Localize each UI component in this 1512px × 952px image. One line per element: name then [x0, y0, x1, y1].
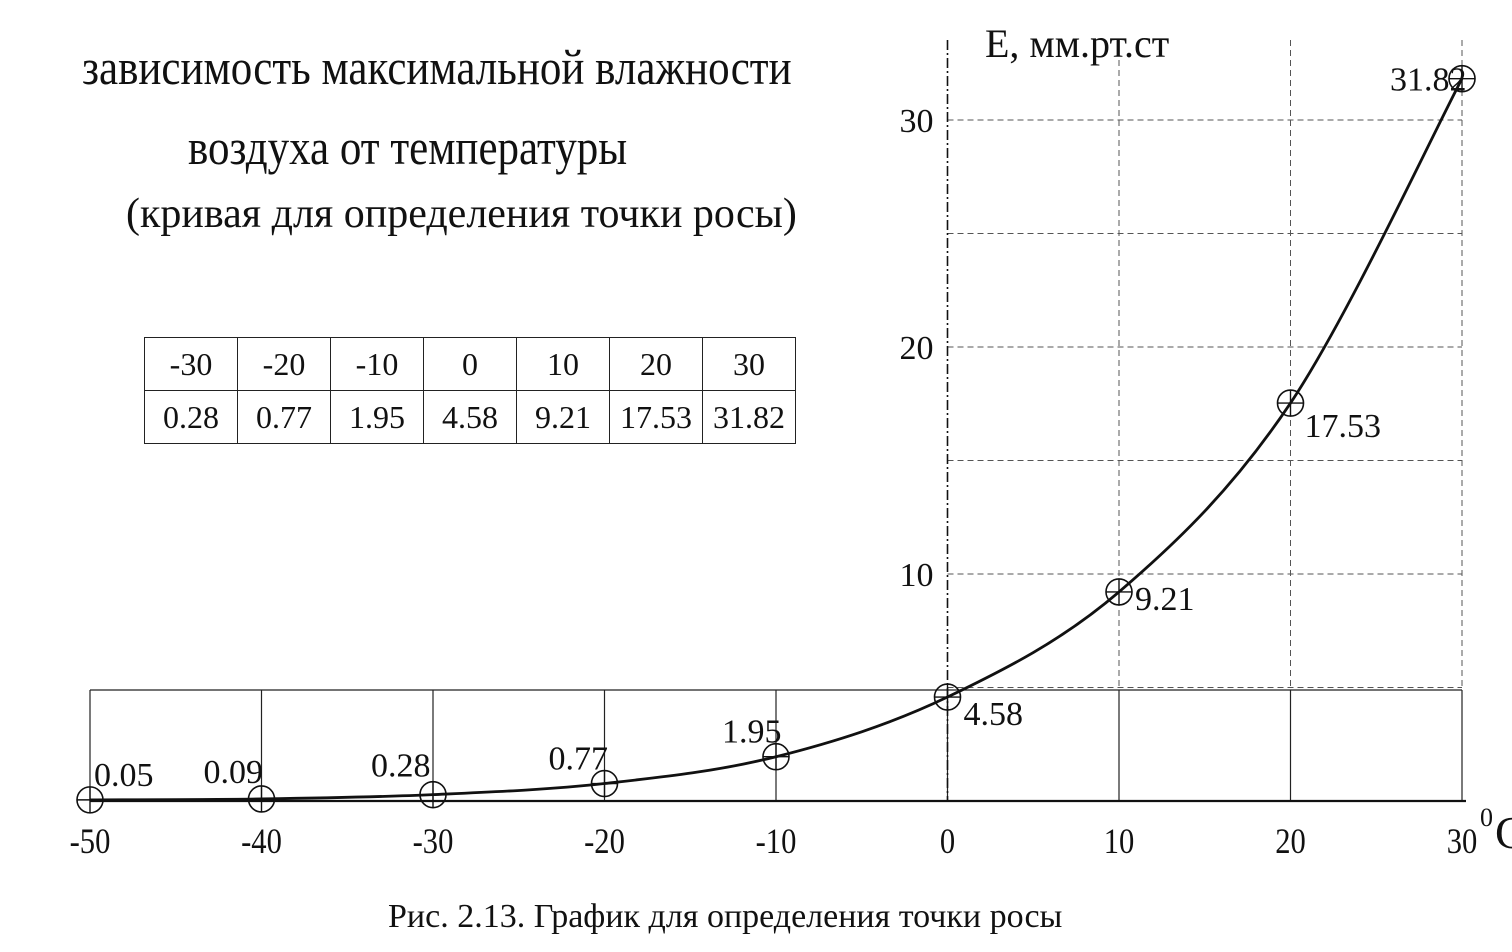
table-row-values: 0.28 0.77 1.95 4.58 9.21 17.53 31.82	[144, 390, 796, 444]
chart-subtitle: (кривая для определения точки росы)	[126, 191, 797, 237]
data-label: 9.21	[1135, 581, 1195, 618]
degree-mark: 0	[1480, 802, 1493, 832]
y-tick-label: 30	[900, 103, 934, 140]
x-tick-label: -20	[584, 822, 625, 862]
table-cell: 9.21	[516, 390, 610, 444]
table-cell: 30	[702, 337, 796, 391]
x-axis-unit: 0С	[1480, 802, 1512, 859]
chart-title-line-1: зависимость максимальной влажности	[82, 39, 792, 95]
y-axis-label: Е, мм.рт.ст	[985, 21, 1170, 66]
table-cell: 0.28	[144, 390, 238, 444]
table-cell: 1.95	[330, 390, 424, 444]
x-tick-label: -10	[756, 822, 797, 862]
y-tick-label: 10	[900, 557, 934, 594]
x-tick-label: 20	[1275, 822, 1306, 862]
table-cell: 4.58	[423, 390, 517, 444]
values-table: -30 -20 -10 0 10 20 30 0.28 0.77 1.95 4.…	[144, 337, 796, 444]
table-cell: 0.77	[237, 390, 331, 444]
x-tick-label: 0	[940, 822, 955, 862]
x-tick-label: 10	[1104, 822, 1135, 862]
table-cell: 17.53	[609, 390, 703, 444]
data-label: 17.53	[1305, 408, 1382, 445]
x-tick-label: -40	[241, 822, 282, 862]
chart-title-line-2: воздуха от температуры	[188, 119, 628, 175]
data-label: 0.77	[549, 741, 609, 778]
data-label: 0.28	[371, 748, 431, 785]
y-tick-label: 20	[900, 330, 934, 367]
x-tick-label: 30	[1447, 822, 1478, 862]
figure-caption: Рис. 2.13. График для определения точки …	[388, 898, 1063, 935]
x-tick-label: -30	[413, 822, 454, 862]
table-cell: 31.82	[702, 390, 796, 444]
data-label: 1.95	[722, 714, 782, 751]
table-cell: -20	[237, 337, 331, 391]
data-label: 0.05	[94, 757, 154, 794]
x-axis-unit-letter: С	[1495, 807, 1512, 858]
data-label: 31.82	[1390, 62, 1467, 99]
table-cell: 0	[423, 337, 517, 391]
table-cell: -30	[144, 337, 238, 391]
x-tick-label: -50	[70, 822, 111, 862]
data-label: 0.09	[204, 754, 264, 791]
data-label: 4.58	[964, 696, 1024, 733]
